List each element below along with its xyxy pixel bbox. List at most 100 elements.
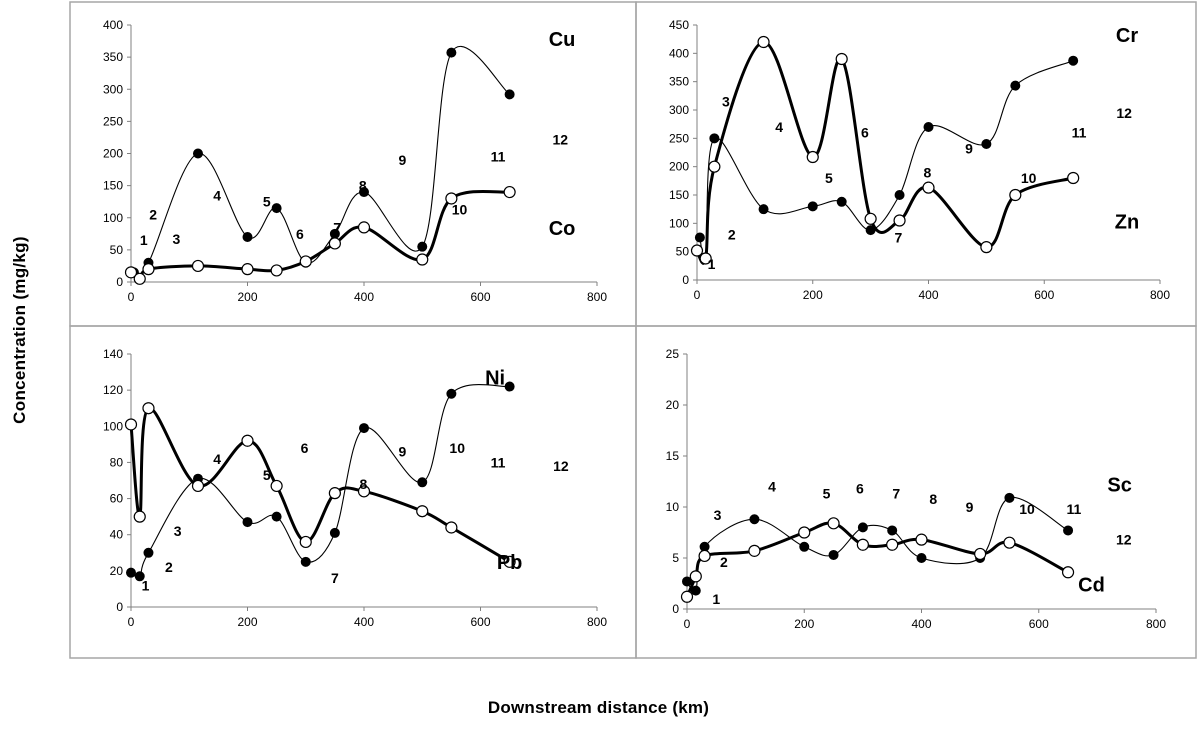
- y-tick-label: 0: [672, 602, 679, 616]
- data-point-co: [328, 237, 341, 250]
- site-number-label: 4: [775, 119, 783, 135]
- site-number-label: 2: [720, 554, 728, 570]
- series-line-ni: [130, 384, 511, 578]
- x-tick-label: 600: [470, 615, 490, 629]
- data-point-ni: [359, 423, 369, 434]
- y-tick-label: 350: [669, 75, 689, 89]
- site-number-label: 8: [923, 164, 931, 180]
- data-point-sc: [887, 525, 898, 536]
- x-tick-label: 800: [1146, 617, 1166, 631]
- data-point-ni: [329, 527, 340, 538]
- site-number-label: 11: [1072, 125, 1087, 141]
- y-tick-label: 300: [669, 103, 689, 117]
- data-point-zn: [806, 150, 819, 164]
- data-point-cd: [798, 526, 811, 539]
- panel-border: [69, 325, 637, 659]
- data-point-co: [445, 192, 458, 205]
- site-number-label: 8: [929, 491, 937, 507]
- y-tick-label: 400: [669, 46, 689, 60]
- panel-top-right: 0 50 100 150 200 250 300 350 400 450 0 200 400 600 800…: [635, 1, 1197, 327]
- data-point-ni: [504, 381, 515, 392]
- data-point-sc: [682, 576, 692, 587]
- site-number-label: 7: [333, 219, 341, 235]
- y-axis-title-text: Concentration (mg/kg): [10, 236, 30, 424]
- y-tick-label: 100: [669, 216, 689, 230]
- data-point-co: [142, 263, 155, 276]
- y-tick-label: 20: [666, 398, 680, 412]
- series-line-zn: [695, 40, 1075, 265]
- y-tick-label: 140: [103, 347, 123, 361]
- site-number-label: 5: [823, 486, 831, 502]
- data-point-sc: [690, 585, 701, 596]
- data-point-co: [133, 272, 146, 285]
- site-number-label: 4: [213, 451, 221, 467]
- x-tick-label: 400: [354, 615, 374, 629]
- y-tick-label: 20: [110, 564, 124, 578]
- site-number-label: 2: [728, 227, 736, 243]
- site-number-label: 7: [892, 486, 900, 502]
- site-number-label: 1: [708, 256, 716, 272]
- y-tick-label: 0: [116, 600, 123, 614]
- y-tick-label: 100: [103, 211, 123, 225]
- panel-bottom-left: 0 20 40 60 80 100 120 140 0 200 400 600 800 Ni Pb 12 3 4 5…: [69, 325, 637, 659]
- data-point-zn: [922, 181, 935, 194]
- y-tick-label: 150: [669, 188, 689, 202]
- data-point-pb: [299, 535, 312, 549]
- x-tick-label: 200: [794, 617, 814, 631]
- x-axis-title: Downstream distance (km): [487, 698, 710, 717]
- data-point-sc: [1004, 492, 1015, 503]
- x-tick-label: 0: [684, 617, 691, 631]
- site-number-label: 10: [449, 440, 465, 456]
- y-tick-label: 200: [103, 147, 123, 161]
- series-label: Sc: [1107, 475, 1131, 497]
- data-point-zn: [893, 214, 906, 227]
- series-label: Cu: [549, 29, 576, 51]
- data-point-co: [357, 221, 371, 234]
- site-number-label: 2: [149, 207, 157, 223]
- data-point-cr: [923, 122, 934, 132]
- data-point-cd: [1003, 536, 1016, 549]
- y-tick-label: 400: [103, 18, 123, 32]
- data-point-co: [124, 266, 138, 279]
- data-point-pb: [142, 402, 155, 415]
- data-point-sc: [1063, 525, 1074, 536]
- data-point-sc: [916, 553, 927, 563]
- site-number-label: 10: [1021, 170, 1037, 186]
- series-label: Cr: [1116, 25, 1138, 47]
- y-tick-label: 10: [666, 500, 680, 514]
- x-tick-label: 800: [1150, 288, 1170, 302]
- y-tick-label: 5: [672, 551, 679, 565]
- x-tick-label: 400: [354, 290, 374, 304]
- data-point-pb: [357, 485, 371, 498]
- panel-border: [635, 325, 1197, 659]
- panel-top-left: 0 50 100 150 200 250 300 350 400 0 200 400 600 800 Cu C…: [69, 1, 637, 327]
- data-point-zn: [757, 35, 770, 49]
- data-point-ni: [446, 388, 457, 399]
- data-point-cu: [359, 187, 369, 198]
- data-point-cd: [886, 538, 899, 551]
- site-number-label: 4: [213, 187, 221, 203]
- data-point-cd: [748, 544, 761, 557]
- site-number-label: 11: [491, 149, 506, 165]
- site-number-label: 7: [895, 230, 903, 246]
- data-point-co: [416, 253, 429, 266]
- site-number-label: 1: [140, 232, 148, 248]
- data-point-ni: [242, 517, 253, 528]
- data-point-pb: [133, 510, 146, 523]
- data-point-cu: [192, 148, 203, 159]
- data-point-zn: [690, 244, 704, 257]
- data-point-cu: [271, 203, 282, 214]
- data-point-co: [503, 185, 516, 199]
- data-point-cr: [865, 225, 876, 236]
- x-tick-label: 800: [587, 290, 607, 304]
- data-point-cd: [856, 538, 869, 551]
- y-tick-label: 450: [669, 18, 689, 32]
- site-number-label: 8: [360, 476, 368, 492]
- site-number-label: 2: [165, 559, 173, 575]
- y-tick-label: 50: [676, 245, 690, 259]
- data-point-cd: [680, 590, 694, 603]
- site-number-label: 9: [399, 152, 407, 168]
- y-tick-label: 200: [669, 160, 689, 174]
